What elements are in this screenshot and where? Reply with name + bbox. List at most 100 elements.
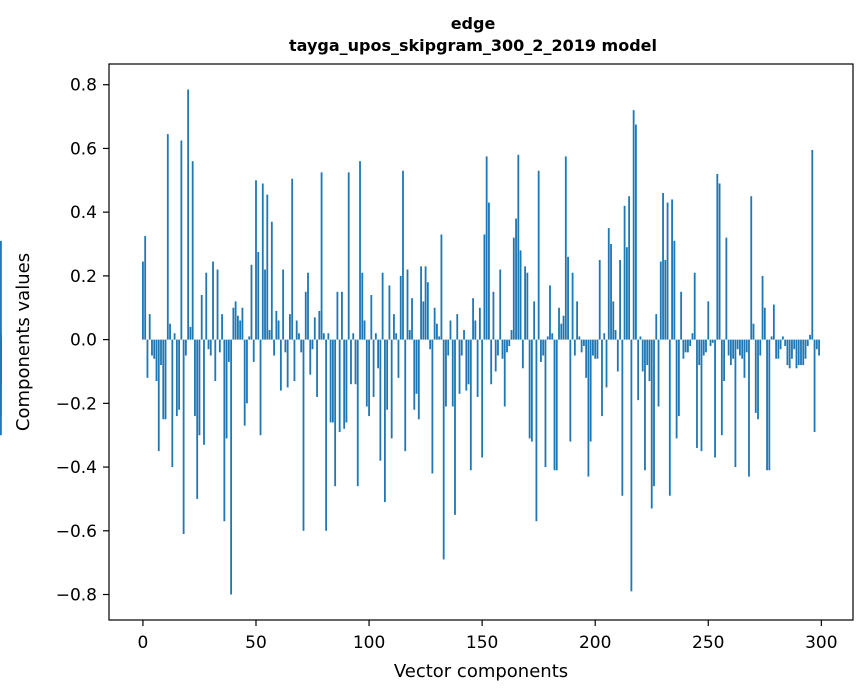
- bar: [429, 339, 432, 350]
- bar: [178, 339, 181, 410]
- bar: [223, 339, 226, 522]
- bar: [632, 110, 635, 340]
- bar: [155, 339, 158, 382]
- bar: [406, 269, 409, 340]
- bar: [768, 339, 771, 471]
- bar: [329, 339, 332, 423]
- x-tick-label: 100: [353, 633, 385, 653]
- bar: [779, 339, 782, 350]
- bar: [365, 339, 368, 407]
- bar: [336, 291, 339, 340]
- bar: [813, 339, 816, 433]
- bar: [702, 339, 705, 356]
- bar: [264, 269, 266, 340]
- y-tick-label: 0.6: [70, 139, 97, 159]
- bar: [286, 339, 289, 388]
- bar: [727, 339, 730, 356]
- bar: [601, 339, 603, 417]
- bar: [521, 339, 524, 369]
- bar: [791, 339, 793, 359]
- bar: [234, 301, 237, 340]
- bar: [302, 339, 305, 531]
- bar: [447, 339, 450, 356]
- bar: [460, 339, 463, 356]
- bar: [248, 336, 251, 340]
- bar: [379, 339, 382, 461]
- bar: [811, 150, 814, 340]
- bar: [641, 339, 644, 372]
- bar: [587, 339, 590, 477]
- bar: [151, 339, 153, 356]
- bar: [759, 339, 762, 356]
- bar: [191, 161, 194, 340]
- bar: [386, 339, 389, 410]
- bar: [207, 339, 210, 350]
- bar: [698, 339, 701, 366]
- bar: [361, 272, 364, 340]
- bar: [198, 339, 201, 436]
- bar: [463, 330, 465, 340]
- bar: [492, 291, 495, 340]
- bar: [605, 339, 608, 388]
- bar: [255, 180, 257, 340]
- bar: [725, 237, 728, 340]
- bar: [696, 339, 698, 448]
- bar: [607, 228, 610, 340]
- bar: [454, 339, 456, 515]
- bar: [494, 339, 497, 372]
- bar: [175, 339, 178, 417]
- bar: [164, 339, 167, 420]
- bar: [413, 339, 416, 410]
- bar: [341, 291, 343, 340]
- bar: [309, 339, 312, 375]
- bar: [440, 234, 443, 340]
- bar: [528, 339, 531, 439]
- bar: [246, 339, 248, 404]
- bar: [445, 339, 447, 407]
- bar: [481, 339, 484, 458]
- bar: [322, 333, 325, 340]
- bar: [628, 196, 631, 340]
- bar: [275, 310, 278, 340]
- x-axis-label: Vector components: [394, 661, 568, 682]
- bar: [580, 339, 583, 353]
- bar: [169, 323, 171, 340]
- bar: [503, 339, 506, 407]
- y-axis-ticks: 0.8 0.6 0.4 0.2 0.0 −0.2 −0.4 −0.6 −0.8: [56, 76, 109, 606]
- bar: [184, 339, 187, 356]
- bar: [646, 339, 649, 366]
- bar: [644, 339, 646, 471]
- bar: [327, 333, 330, 340]
- y-tick-label: −0.2: [56, 394, 97, 414]
- bar: [318, 310, 321, 340]
- y-tick-label: −0.6: [56, 522, 97, 542]
- bar: [402, 170, 404, 340]
- bar: [763, 307, 766, 340]
- bar: [784, 339, 787, 346]
- bar: [194, 339, 196, 417]
- bar: [639, 336, 642, 340]
- bar: [490, 339, 493, 385]
- bar: [216, 269, 219, 340]
- bar: [488, 202, 490, 340]
- bar: [677, 339, 680, 417]
- bar: [345, 339, 348, 423]
- bar: [415, 339, 418, 394]
- bar: [390, 339, 393, 439]
- bar: [739, 339, 741, 356]
- bar: [467, 339, 470, 385]
- bar: [372, 339, 375, 397]
- bar: [338, 339, 341, 433]
- bar: [469, 339, 472, 471]
- bar: [259, 339, 262, 436]
- bar: [815, 339, 818, 350]
- bar: [729, 339, 732, 366]
- x-tick-label: 250: [692, 633, 724, 653]
- bar: [465, 339, 468, 391]
- bar: [616, 339, 619, 372]
- bar: [408, 330, 411, 340]
- y-tick-label: 0.2: [70, 267, 97, 287]
- bar: [761, 275, 764, 340]
- bar: [693, 272, 696, 340]
- bar: [304, 291, 307, 340]
